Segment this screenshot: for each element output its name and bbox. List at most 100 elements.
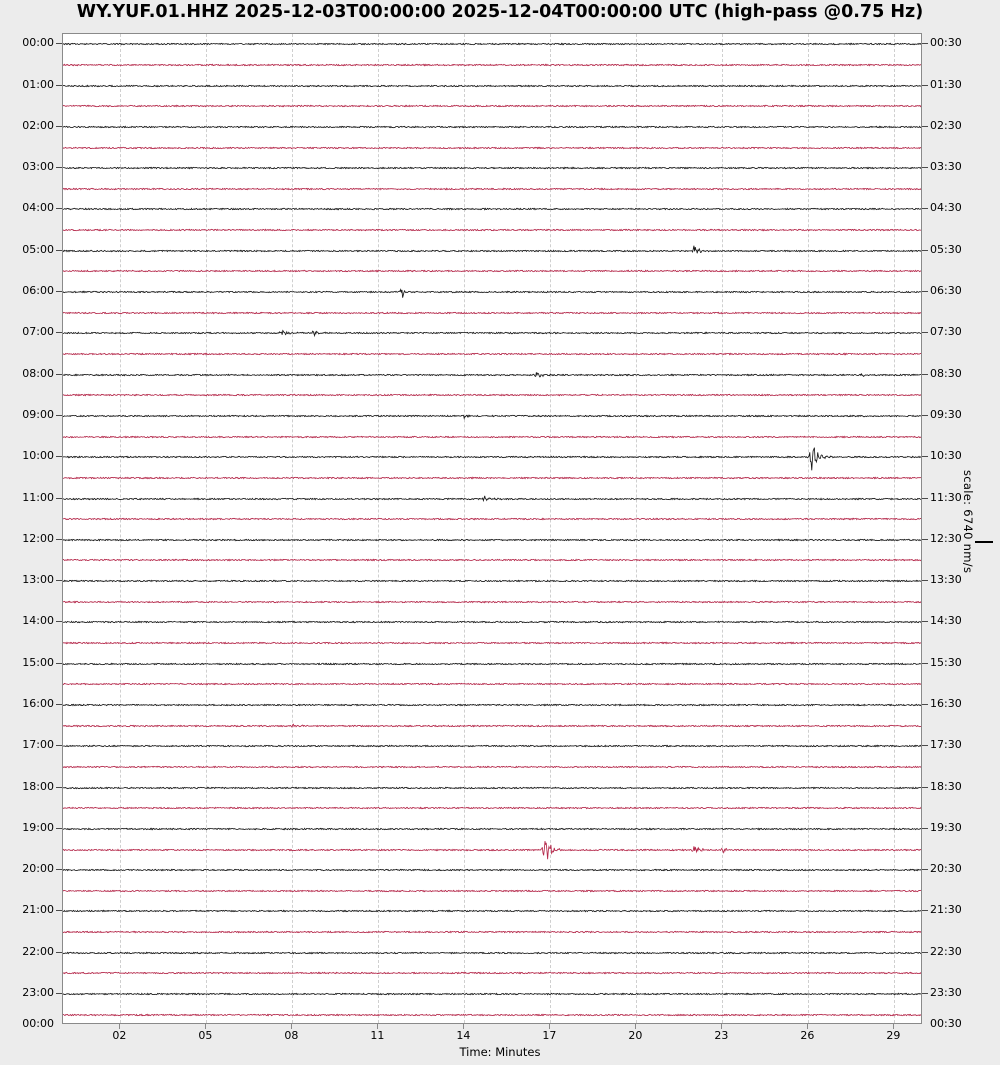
- x-axis-label: 11: [370, 1029, 385, 1042]
- y-axis-label-right: 20:30: [930, 862, 962, 876]
- seismic-trace: [63, 207, 921, 212]
- seismic-trace: [63, 435, 921, 439]
- y-axis-label-right: 07:30: [930, 325, 962, 339]
- seismic-trace: [63, 447, 921, 471]
- y-axis-label-right: 12:30: [930, 531, 962, 545]
- y-axis-tick-left: [56, 373, 62, 375]
- x-axis-tick: [119, 1024, 121, 1029]
- y-axis-label-left: 16:00: [22, 696, 54, 710]
- y-axis-label-right: 18:30: [930, 779, 962, 793]
- x-axis-label: 29: [886, 1029, 901, 1042]
- y-axis-label-right: 00:30: [930, 36, 962, 50]
- seismic-trace: [63, 393, 921, 397]
- y-axis-label-right: 10:30: [930, 449, 962, 463]
- y-axis-tick-left: [56, 167, 62, 169]
- x-axis-tick: [721, 1024, 723, 1029]
- y-axis-label-left: 22:00: [22, 944, 54, 958]
- seismic-trace: [63, 951, 921, 955]
- y-axis-tick-left: [56, 249, 62, 251]
- y-axis-tick-right: [922, 373, 928, 375]
- x-axis-label: 14: [456, 1029, 471, 1042]
- x-gridline: [464, 34, 466, 1023]
- seismic-trace: [63, 495, 921, 502]
- y-axis-label-left: 03:00: [22, 160, 54, 174]
- seismic-trace: [63, 971, 921, 975]
- y-axis-tick-right: [922, 414, 928, 416]
- y-axis-label-right: 14:30: [930, 614, 962, 628]
- y-axis-label-left: 00:00: [22, 1017, 54, 1030]
- y-axis-tick-right: [922, 538, 928, 540]
- seismic-trace: [63, 744, 921, 748]
- x-axis-tick: [291, 1024, 293, 1029]
- y-axis-tick-left: [56, 580, 62, 582]
- seismic-trace: [63, 930, 921, 934]
- y-axis-tick-right: [922, 745, 928, 747]
- x-axis-title: Time: Minutes: [459, 1045, 541, 1059]
- y-axis-tick-right: [922, 43, 928, 45]
- x-axis-tick: [893, 1024, 895, 1029]
- y-axis-label-left: 13:00: [22, 573, 54, 587]
- seismic-trace: [63, 806, 921, 810]
- seismic-trace: [63, 63, 921, 67]
- y-axis-label-left: 20:00: [22, 862, 54, 876]
- seismic-trace: [63, 765, 921, 769]
- x-gridline: [292, 34, 294, 1023]
- seismic-trace: [63, 868, 921, 872]
- seismic-trace: [63, 909, 921, 913]
- seismic-trace: [63, 840, 921, 859]
- scale-label: scale: 6740 nm/s: [961, 470, 975, 574]
- x-gridline: [722, 34, 724, 1023]
- y-axis-label-left: 23:00: [22, 986, 54, 1000]
- x-axis-label: 26: [800, 1029, 815, 1042]
- x-gridline: [808, 34, 810, 1023]
- y-axis-tick-left: [56, 745, 62, 747]
- y-axis-tick-left: [56, 84, 62, 86]
- seismic-trace: [63, 84, 921, 88]
- y-axis-label-right: 06:30: [930, 284, 962, 298]
- y-axis-tick-left: [56, 827, 62, 829]
- y-axis-label-right: 22:30: [930, 944, 962, 958]
- y-axis-tick-right: [922, 993, 928, 995]
- y-axis-label-left: 08:00: [22, 366, 54, 380]
- y-axis-label-left: 04:00: [22, 201, 54, 215]
- x-axis-label: 02: [112, 1029, 127, 1042]
- x-axis-label: 05: [198, 1029, 213, 1042]
- y-axis-label-right: 02:30: [930, 118, 962, 132]
- y-axis-label-right: 19:30: [930, 820, 962, 834]
- x-gridline: [378, 34, 380, 1023]
- seismic-trace: [63, 827, 921, 831]
- seismic-trace: [63, 703, 921, 707]
- y-axis-label-right: 09:30: [930, 407, 962, 421]
- y-axis-tick-left: [56, 621, 62, 623]
- y-axis-label-right: 23:30: [930, 986, 962, 1000]
- y-axis-label-right: 01:30: [930, 77, 962, 91]
- seismic-trace: [63, 558, 921, 563]
- x-axis-label: 20: [628, 1029, 643, 1042]
- y-axis-label-left: 14:00: [22, 614, 54, 628]
- y-axis-tick-right: [922, 125, 928, 127]
- y-axis-label-left: 07:00: [22, 325, 54, 339]
- y-axis-label-left: 17:00: [22, 738, 54, 752]
- y-axis-label-right: 03:30: [930, 160, 962, 174]
- y-axis-label-right: 08:30: [930, 366, 962, 380]
- y-axis-label-left: 21:00: [22, 903, 54, 917]
- seismic-trace: [63, 371, 921, 378]
- y-axis-tick-right: [922, 580, 928, 582]
- y-axis-tick-right: [922, 332, 928, 334]
- seismic-trace: [63, 166, 921, 170]
- y-axis-label-right: 05:30: [930, 242, 962, 256]
- y-axis-tick-right: [922, 291, 928, 293]
- y-axis-tick-left: [56, 208, 62, 210]
- page-title: WY.YUF.01.HHZ 2025-12-03T00:00:00 2025-1…: [76, 2, 924, 22]
- seismic-trace: [63, 329, 921, 338]
- x-axis-tick: [807, 1024, 809, 1029]
- x-gridline: [120, 34, 122, 1023]
- x-axis-tick: [377, 1024, 379, 1029]
- y-axis-tick-right: [922, 869, 928, 871]
- seismic-trace: [63, 352, 921, 356]
- seismic-trace: [63, 889, 921, 893]
- y-axis-tick-left: [56, 786, 62, 788]
- y-axis-tick-left: [56, 662, 62, 664]
- y-axis-tick-right: [922, 662, 928, 664]
- y-axis-label-left: 09:00: [22, 407, 54, 421]
